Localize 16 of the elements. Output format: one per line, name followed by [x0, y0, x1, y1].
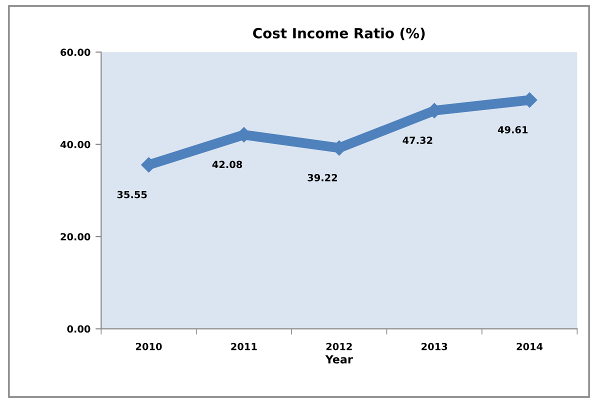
- x-tick-label: 2014: [516, 342, 543, 350]
- text: 39.22: [308, 174, 338, 182]
- text: 49.61: [498, 126, 528, 134]
- text: 35.55: [117, 190, 147, 198]
- x-tick-label: 2013: [422, 342, 448, 350]
- chart-title: Cost Income Ratio (%): [253, 28, 425, 40]
- text: 42.08: [212, 160, 242, 168]
- y-tick-label: 0.00: [67, 325, 90, 333]
- y-tick-label: 60.00: [60, 48, 90, 56]
- x-tick-label: 2011: [231, 342, 257, 350]
- x-axis-title: Year: [325, 355, 353, 364]
- text: 47.32: [402, 136, 432, 144]
- y-tick-label: 20.00: [60, 233, 90, 240]
- x-tick-label: 2012: [326, 342, 352, 350]
- y-tick-label: 40.00: [60, 140, 90, 148]
- x-tick-label: 2010: [136, 342, 162, 350]
